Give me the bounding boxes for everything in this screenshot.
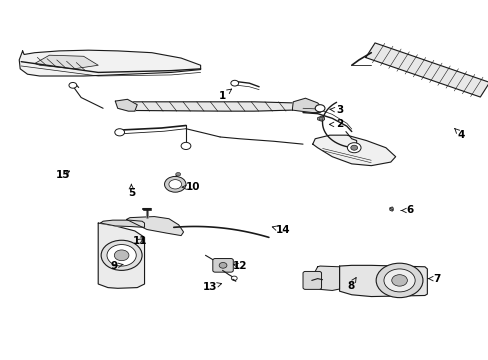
Polygon shape [35, 55, 98, 69]
Polygon shape [312, 135, 395, 166]
Circle shape [219, 262, 226, 268]
Circle shape [168, 180, 181, 189]
Text: 2: 2 [329, 120, 343, 129]
Circle shape [101, 240, 142, 270]
Circle shape [107, 244, 136, 266]
Circle shape [375, 263, 422, 298]
Circle shape [164, 176, 185, 192]
Polygon shape [389, 207, 392, 211]
Text: 12: 12 [232, 261, 246, 271]
Circle shape [391, 275, 407, 286]
Text: 7: 7 [427, 274, 440, 284]
Text: 9: 9 [110, 261, 123, 271]
Polygon shape [126, 217, 183, 235]
Text: 13: 13 [203, 282, 221, 292]
Circle shape [350, 145, 357, 150]
Text: 15: 15 [56, 170, 70, 180]
Text: 3: 3 [329, 105, 343, 115]
Polygon shape [118, 102, 303, 111]
Text: 14: 14 [272, 225, 290, 235]
Polygon shape [339, 265, 427, 297]
Polygon shape [317, 116, 324, 121]
Polygon shape [115, 99, 137, 111]
Circle shape [69, 82, 77, 88]
Circle shape [115, 129, 124, 136]
Circle shape [175, 172, 180, 176]
Polygon shape [365, 43, 488, 97]
Circle shape [181, 142, 190, 149]
Text: 10: 10 [182, 182, 200, 192]
Circle shape [315, 105, 325, 112]
FancyBboxPatch shape [303, 271, 321, 289]
Text: 11: 11 [132, 236, 146, 246]
Polygon shape [101, 220, 144, 227]
Circle shape [114, 250, 129, 261]
Circle shape [230, 80, 238, 86]
Polygon shape [312, 266, 339, 291]
Circle shape [383, 269, 414, 292]
FancyBboxPatch shape [212, 258, 233, 272]
Text: 4: 4 [454, 129, 464, 140]
Text: 6: 6 [400, 206, 413, 216]
Text: 5: 5 [127, 184, 135, 198]
Polygon shape [98, 223, 144, 288]
Circle shape [346, 143, 360, 153]
Text: 8: 8 [346, 278, 355, 291]
Circle shape [319, 117, 323, 120]
Text: 1: 1 [219, 89, 231, 101]
Circle shape [231, 276, 237, 280]
Polygon shape [292, 98, 322, 113]
Polygon shape [19, 50, 200, 76]
